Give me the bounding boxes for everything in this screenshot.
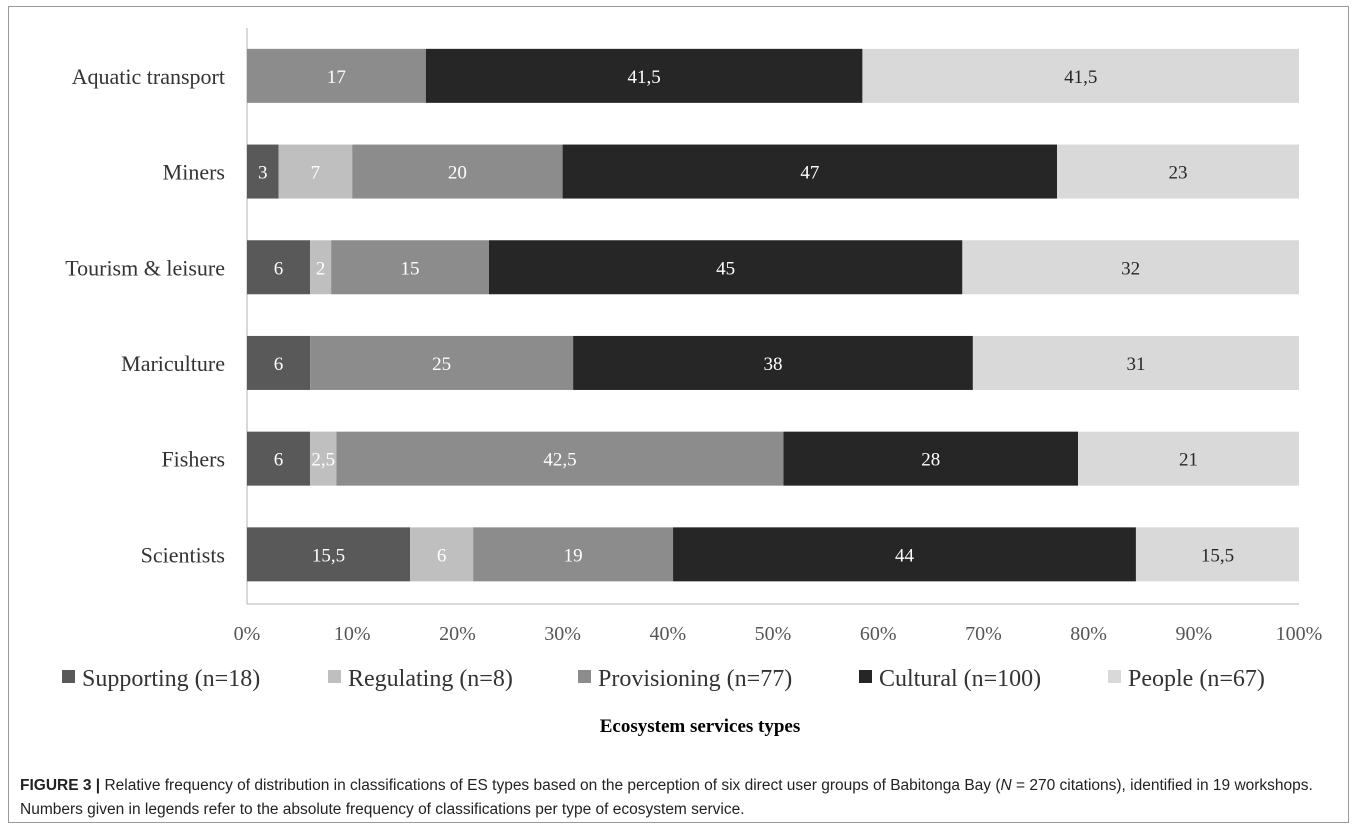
data-label: 41,5 <box>628 67 661 88</box>
bar-segment <box>310 431 337 486</box>
bar-segment <box>247 240 311 295</box>
caption-text-1: Relative frequency of distribution in cl… <box>100 777 1001 794</box>
legend-entry: Supporting (n=18) <box>82 666 260 692</box>
data-label: 3 <box>258 163 268 184</box>
bar-segment <box>562 144 1058 199</box>
data-label: 15,5 <box>1201 545 1234 566</box>
data-label: 32 <box>1121 258 1140 279</box>
legend-swatch <box>328 670 341 683</box>
figure-frame <box>8 6 1349 823</box>
bar-segment <box>331 240 489 295</box>
legend-entry: Provisioning (n=77) <box>598 666 792 692</box>
category-label: Mariculture <box>121 351 225 376</box>
bar-segment <box>473 527 674 582</box>
data-label: 25 <box>432 354 451 375</box>
x-tick-label: 20% <box>439 623 476 645</box>
bar-segment <box>573 335 973 390</box>
data-label: 42,5 <box>543 450 576 471</box>
bar-segment <box>310 335 574 390</box>
data-label: 6 <box>274 450 284 471</box>
x-tick-label: 0% <box>234 623 261 645</box>
category-label: Fishers <box>161 447 225 472</box>
category-label: Scientists <box>141 542 225 567</box>
bar-segment <box>310 240 332 295</box>
data-label: 6 <box>274 354 284 375</box>
x-tick-label: 40% <box>649 623 686 645</box>
bar-segment <box>425 48 863 103</box>
legend-swatch <box>1108 670 1121 683</box>
data-label: 23 <box>1169 163 1188 184</box>
data-label: 2,5 <box>311 450 335 471</box>
x-tick-label: 60% <box>860 623 897 645</box>
bar-segment <box>247 48 426 103</box>
legend-swatch <box>578 670 591 683</box>
bar-segment <box>247 144 279 199</box>
data-label: 15,5 <box>312 545 345 566</box>
x-tick-label: 90% <box>1175 623 1212 645</box>
data-label: 7 <box>311 163 321 184</box>
bar-segment <box>247 335 311 390</box>
bar-segment <box>336 431 784 486</box>
legend-entry: People (n=67) <box>1128 666 1265 692</box>
bar-segment <box>962 240 1299 295</box>
data-label: 38 <box>764 354 783 375</box>
bar-segment <box>1135 527 1299 582</box>
x-tick-label: 50% <box>755 623 792 645</box>
legend-swatch <box>62 670 75 683</box>
bar-segment <box>1078 431 1299 486</box>
legend-entry: Regulating (n=8) <box>348 666 513 692</box>
data-label: 31 <box>1126 354 1145 375</box>
category-label: Aquatic transport <box>72 64 225 89</box>
bar-segment <box>488 240 963 295</box>
bar-segment <box>673 527 1136 582</box>
data-label: 19 <box>564 545 583 566</box>
data-label: 17 <box>327 67 346 88</box>
data-label: 2 <box>316 258 326 279</box>
caption-label: FIGURE 3 | <box>20 777 101 794</box>
bar-segment <box>278 144 353 199</box>
data-label: 21 <box>1179 450 1198 471</box>
data-label: 47 <box>800 163 819 184</box>
caption-n-symbol: N <box>1000 777 1012 794</box>
bar-segment <box>247 431 311 486</box>
category-label: Miners <box>163 160 225 185</box>
bar-segment <box>410 527 474 582</box>
figure-caption: FIGURE 3 | Relative frequency of distrib… <box>20 774 1338 822</box>
legend-entry: Cultural (n=100) <box>879 666 1041 692</box>
x-tick-label: 100% <box>1276 623 1323 645</box>
data-label: 45 <box>716 258 735 279</box>
x-tick-label: 80% <box>1070 623 1107 645</box>
caption-text-2: = 270 citations), identified in 19 works… <box>20 777 1313 818</box>
data-label: 44 <box>895 545 915 566</box>
bar-segment <box>862 48 1299 103</box>
data-label: 41,5 <box>1064 67 1097 88</box>
x-tick-label: 70% <box>965 623 1002 645</box>
bar-segment <box>352 144 563 199</box>
stacked-bar-chart: 17 41,5 41,5 Aquatic transport 3 7 20 47 23 Miner… <box>62 28 1323 737</box>
data-label: 6 <box>274 258 284 279</box>
x-axis-title: Ecosystem services types <box>600 716 801 737</box>
data-label: 15 <box>401 258 420 279</box>
category-label: Tourism & leisure <box>65 255 225 280</box>
data-label: 6 <box>437 545 447 566</box>
legend-swatch <box>859 670 872 683</box>
bar-segment <box>972 335 1299 390</box>
x-tick-label: 10% <box>334 623 371 645</box>
bar-segment <box>247 527 411 582</box>
data-label: 28 <box>921 450 940 471</box>
bar-segment <box>1057 144 1299 199</box>
bar-segment <box>783 431 1079 486</box>
data-label: 20 <box>448 163 467 184</box>
x-tick-label: 30% <box>544 623 581 645</box>
